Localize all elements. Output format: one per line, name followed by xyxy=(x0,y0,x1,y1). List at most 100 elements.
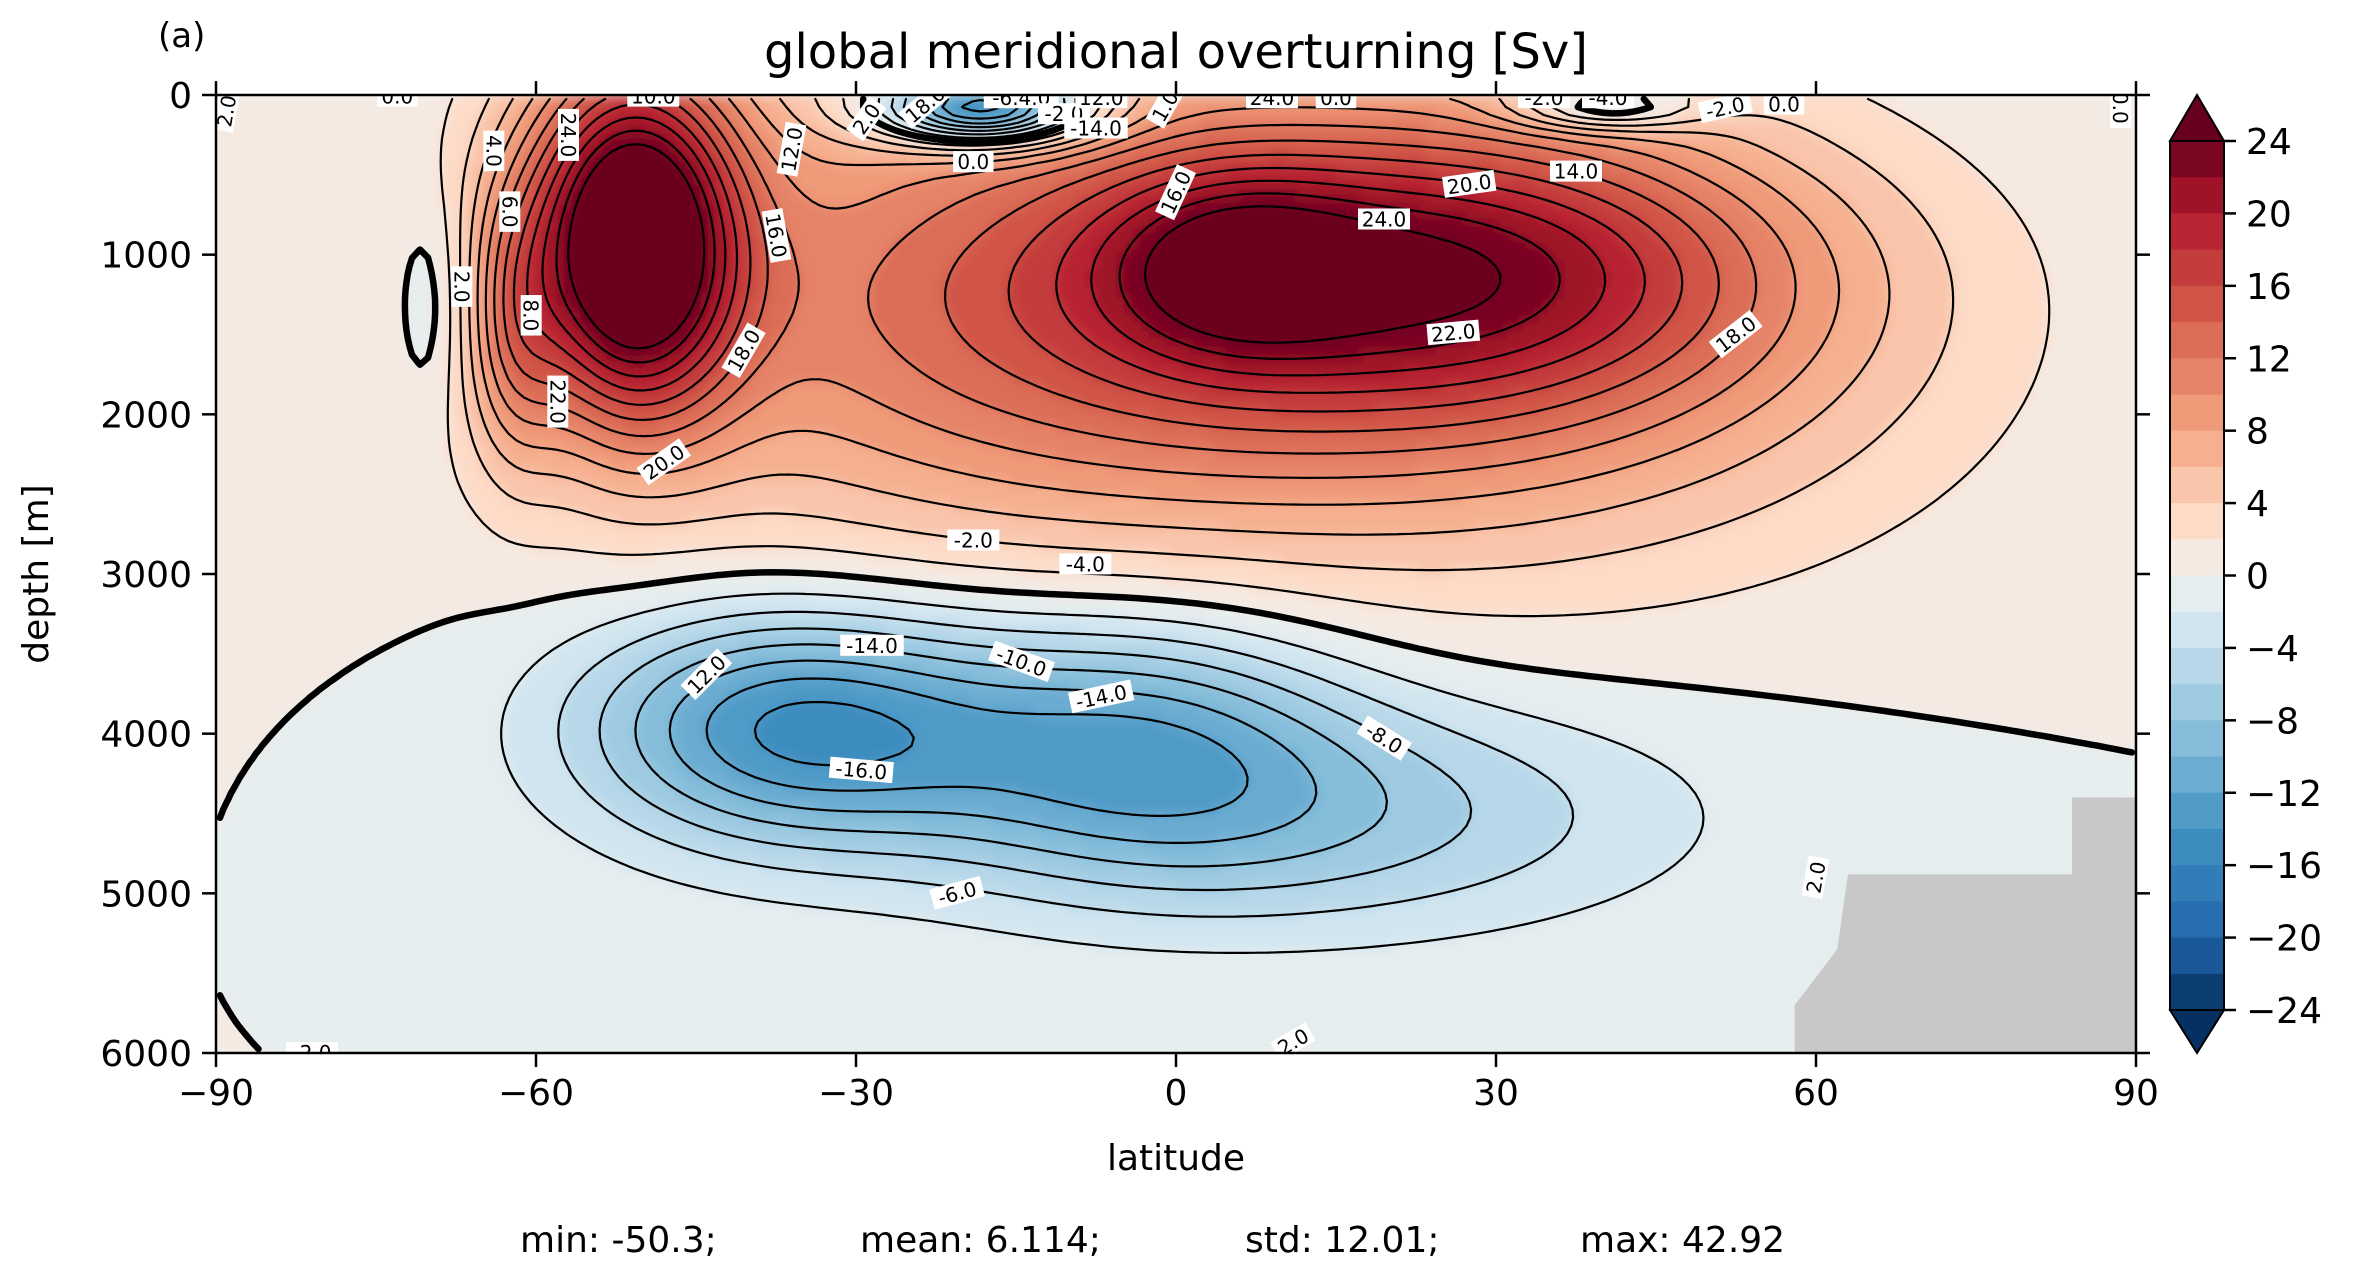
contour-lines xyxy=(216,95,2136,1053)
colorbar-tick-label: −16 xyxy=(2246,846,2322,887)
svg-text:-2.0: -2.0 xyxy=(1524,86,1563,110)
contour-label: 24.0 xyxy=(1358,208,1410,232)
colorbar-extend-min xyxy=(2168,1009,2226,1055)
colorbar-segment xyxy=(2170,865,2224,902)
colorbar-segment xyxy=(2170,684,2224,721)
colorbar: 24 20 16 12 8 4 0 −4 −8 −12 −16 −20 −24 xyxy=(2168,93,2322,1055)
contour-label: 2.0 xyxy=(449,266,473,307)
colorbar-segment xyxy=(2170,394,2224,432)
contour-label: 22.0 xyxy=(1426,319,1481,347)
svg-text:22.0: 22.0 xyxy=(1430,319,1476,347)
x-tick-label: −90 xyxy=(178,1073,254,1114)
colorbar-segment xyxy=(2170,430,2224,468)
contour-line xyxy=(555,129,1561,364)
contour-line xyxy=(493,97,1758,455)
land-patch xyxy=(1794,797,2136,1053)
colorbar-segment xyxy=(2170,575,2224,613)
y-tick-label: 4000 xyxy=(100,715,192,756)
contour-label: -14.0 xyxy=(1064,117,1128,141)
contour-line xyxy=(567,143,1502,350)
x-tick-label: −30 xyxy=(818,1073,894,1114)
contour-label: 8.0 xyxy=(519,295,543,336)
contour-line xyxy=(598,97,1473,892)
contour-label: 0.0 xyxy=(953,150,994,174)
x-tick-label: 0 xyxy=(1165,1073,1188,1114)
stat-max: max: 42.92 xyxy=(1580,1220,1785,1261)
colorbar-tick-label: 24 xyxy=(2246,122,2292,163)
colorbar-segment xyxy=(2170,141,2224,178)
svg-text:24.0: 24.0 xyxy=(1362,208,1407,232)
svg-text:6.0: 6.0 xyxy=(497,196,521,228)
colorbar-tick-label: −24 xyxy=(2246,991,2322,1032)
colorbar-segment xyxy=(2170,792,2224,830)
colorbar-segment xyxy=(2170,901,2224,939)
svg-text:24.0: 24.0 xyxy=(1250,86,1295,110)
contour-label: -2.0 xyxy=(947,529,1000,553)
contour-line xyxy=(502,97,1720,433)
chart-title: global meridional overturning [Sv] xyxy=(764,24,1588,80)
contour-label: -2.0 xyxy=(1518,86,1570,110)
svg-text:14.0: 14.0 xyxy=(1554,160,1599,184)
svg-text:2.0: 2.0 xyxy=(449,271,473,303)
contour-label: 0.0 xyxy=(1763,95,1805,117)
y-axis: 0 1000 2000 3000 4000 5000 6000 xyxy=(100,76,2150,1075)
zero-contour xyxy=(216,95,2136,1053)
contour-label: 0.0 xyxy=(1315,95,1357,110)
contour-line xyxy=(439,97,2051,618)
svg-text:0.0: 0.0 xyxy=(2108,92,2132,124)
svg-text:-6.4.0: -6.4.0 xyxy=(992,86,1050,110)
colorbar-tick-label: 12 xyxy=(2246,339,2292,380)
contour-label: 22.0 xyxy=(545,375,569,428)
svg-text:4.0: 4.0 xyxy=(481,135,505,167)
contour-labels: 2.0 0.0 10.024.04.06.02.08.022.020.012.016… xyxy=(216,85,2132,1065)
y-axis-label: depth [m] xyxy=(16,484,57,663)
svg-text:0.0: 0.0 xyxy=(381,85,413,109)
panel-label: (a) xyxy=(158,16,205,56)
colorbar-tick-label: 8 xyxy=(2246,412,2269,453)
colorbar-segment xyxy=(2170,647,2224,685)
svg-text:-14.0: -14.0 xyxy=(1070,117,1122,141)
contour-label: -4.0 xyxy=(1582,95,1634,110)
stat-min: min: -50.3; xyxy=(520,1220,717,1261)
colorbar-tick-label: 4 xyxy=(2246,484,2269,525)
contour-line xyxy=(526,103,1646,394)
colorbar-segment xyxy=(2170,358,2224,396)
contour-label: 14.0 xyxy=(1550,160,1602,184)
svg-text:12.0: 12.0 xyxy=(1079,86,1124,110)
contour-line xyxy=(753,99,1001,767)
colorbar-segment xyxy=(2170,503,2224,540)
plot-area: 2.0 0.0 10.024.04.06.02.08.022.020.012.016… xyxy=(216,85,2136,1065)
contour-label: -14.0 xyxy=(840,634,904,658)
contour-label: 12.0 xyxy=(1075,86,1128,110)
colorbar-segment xyxy=(2170,720,2224,758)
colorbar-segment xyxy=(2170,249,2224,287)
colorbar-segment xyxy=(2170,973,2224,1011)
contour-line xyxy=(468,97,1891,536)
svg-text:2.0: 2.0 xyxy=(1801,860,1830,895)
svg-text:10.0: 10.0 xyxy=(631,85,676,109)
x-axis-label: latitude xyxy=(1107,1138,1245,1179)
x-axis: −90 −60 −30 0 30 60 90 xyxy=(178,81,2159,1114)
x-tick-label: −60 xyxy=(498,1073,574,1114)
y-tick-label: 0 xyxy=(169,76,192,117)
colorbar-segment xyxy=(2170,213,2224,251)
contour-label: 4.0 xyxy=(481,130,505,172)
contour-label: 0.0 xyxy=(2108,92,2132,129)
y-tick-label: 5000 xyxy=(100,874,192,915)
colorbar-tick-label: −8 xyxy=(2246,701,2299,742)
svg-text:-2.0: -2.0 xyxy=(292,1041,331,1065)
svg-text:-4.0: -4.0 xyxy=(1066,552,1105,576)
svg-text:24.0: 24.0 xyxy=(556,113,580,158)
colorbar-segment xyxy=(2170,756,2224,794)
svg-text:-16.0: -16.0 xyxy=(834,756,888,784)
contour-label: 10.0 xyxy=(627,85,680,109)
colorbar-tick-label: 0 xyxy=(2246,557,2269,598)
svg-text:-2.0: -2.0 xyxy=(954,529,993,553)
x-tick-label: 60 xyxy=(1793,1073,1839,1114)
y-tick-label: 1000 xyxy=(100,236,192,277)
colorbar-segment xyxy=(2170,828,2224,866)
colorbar-tick-label: −4 xyxy=(2246,629,2299,670)
colorbar-tick-label: 16 xyxy=(2246,267,2292,308)
contour-line xyxy=(541,116,1607,378)
colorbar-extend-max xyxy=(2168,93,2226,142)
